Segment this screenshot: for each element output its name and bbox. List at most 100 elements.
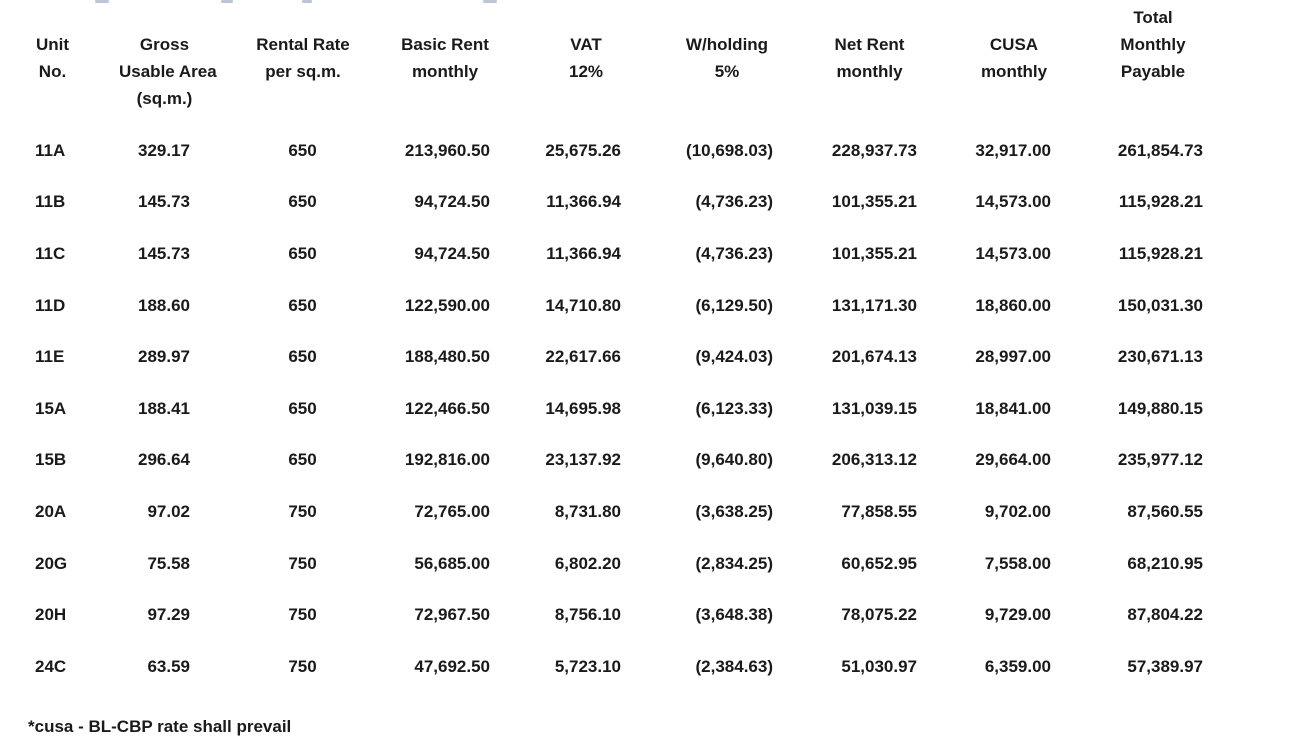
vat-cell: 8,731.80 [554,501,621,521]
header-lines: Gross Usable Area (sq.m.) [119,4,217,112]
gross-usable-area-cell: 188.41 [138,398,190,418]
clipped-text-remnant [221,0,233,3]
withholding-cell: (2,834.25) [695,553,774,573]
vat-cell: 14,695.98 [545,398,621,418]
net-rent-cell: 206,313.12 [831,450,917,470]
vat-cell: 8,756.10 [554,605,621,625]
header-row: Unit No. Gross Usable Area (sq.m.) Renta… [30,0,1207,125]
withholding-cell: (3,648.38) [695,605,774,625]
rental-rate-cell: 750 [288,501,317,521]
withholding-cell: (4,736.23) [695,243,774,263]
unit-no-cell: 11B [35,192,66,212]
withholding-cell: (9,640.80) [695,450,774,470]
unit-no-cell: 20A [35,501,67,521]
rental-rate-cell: 650 [288,398,317,418]
unit-no-cell: 15A [35,398,67,418]
rental-rate-cell: 650 [288,243,317,263]
basic-rent-cell: 72,765.00 [414,501,490,521]
cusa-cell: 14,573.00 [975,243,1051,263]
clipped-text-remnant [95,0,109,3]
vat-cell: 5,723.10 [554,656,621,676]
unit-no-cell: 11E [35,347,65,367]
header-lines: CUSA monthly [971,4,1057,85]
header-line: 5% [714,62,740,81]
vat-cell: 11,366.94 [546,192,621,212]
table-row: 20A 97.02 750 72,765.00 8,731.80 (3,638.25) 77… [30,486,1207,538]
net-rent-cell: 101,355.21 [831,192,917,212]
cusa-cell: 9,702.00 [984,501,1051,521]
table-header: Unit No. Gross Usable Area (sq.m.) Renta… [30,0,1207,125]
total-monthly-cell: 149,880.15 [1117,398,1203,418]
total-monthly-cell: 150,031.30 [1117,295,1203,315]
table-row: 20H 97.29 750 72,967.50 8,756.10 (3,648.38) 78… [30,589,1207,641]
col-header-withholding: W/holding 5% [630,0,780,125]
header-line: per sq.m. [265,62,341,81]
withholding-cell: (6,129.50) [695,295,774,315]
gross-usable-area-cell: 97.02 [147,501,190,521]
table-row: 15A 188.41 650 122,466.50 14,695.98 (6,123.33… [30,383,1207,435]
table-row: 20G 75.58 750 56,685.00 6,802.20 (2,834.25) 60… [30,538,1207,590]
col-header-net-rent: Net Rent monthly [780,0,925,125]
net-rent-cell: 60,652.95 [841,553,917,573]
header-line: W/holding [685,35,769,54]
unit-no-cell: 20G [35,553,68,573]
gross-usable-area-cell: 145.73 [138,243,190,263]
rental-rate-cell: 650 [288,140,317,160]
header-line: Basic Rent [401,35,489,54]
net-rent-cell: 131,039.15 [831,398,917,418]
table-body: 11A 329.17 650 213,960.50 25,675.26 (10,698.0… [30,125,1207,693]
total-monthly-cell: 87,560.55 [1127,501,1203,521]
header-line: 12% [568,62,604,81]
total-monthly-cell: 87,804.22 [1127,605,1203,625]
header-line: VAT [570,35,602,54]
cusa-cell: 29,664.00 [975,450,1051,470]
rental-rate-cell: 750 [288,553,317,573]
unit-no-cell: 11C [35,243,66,263]
cusa-cell: 28,997.00 [975,347,1051,367]
cusa-cell: 14,573.00 [975,192,1051,212]
net-rent-cell: 51,030.97 [841,656,917,676]
vat-cell: 14,710.80 [545,295,621,315]
basic-rent-cell: 122,466.50 [404,398,490,418]
col-header-total-monthly: Total Monthly Payable [1057,0,1207,125]
unit-no-cell: 11A [35,140,66,160]
basic-rent-cell: 192,816.00 [404,450,490,470]
header-line: Rental Rate [256,35,350,54]
header-line: Total [1133,8,1173,27]
withholding-cell: (4,736.23) [695,192,774,212]
basic-rent-cell: 213,960.50 [404,140,490,160]
col-header-basic-rent: Basic Rent monthly [360,0,500,125]
withholding-cell: (2,384.63) [695,656,774,676]
clipped-text-remnant [302,0,312,3]
withholding-cell: (9,424.03) [695,347,774,367]
unit-no-cell: 24C [35,656,67,676]
total-monthly-cell: 261,854.73 [1117,140,1203,160]
basic-rent-cell: 47,692.50 [414,656,490,676]
vat-cell: 6,802.20 [554,553,621,573]
net-rent-cell: 201,674.13 [831,347,917,367]
table-row: 11D 188.60 650 122,590.00 14,710.80 (6,129.50… [30,280,1207,332]
header-lines: Rental Rate per sq.m. [246,4,360,85]
header-line: No. [38,62,67,81]
gross-usable-area-cell: 145.73 [138,192,190,212]
cusa-cell: 32,917.00 [975,140,1051,160]
withholding-cell: (10,698.03) [686,140,773,160]
gross-usable-area-cell: 188.60 [138,295,190,315]
header-lines: Basic Rent monthly [390,4,500,85]
header-line: Net Rent [834,35,905,54]
cusa-cell: 18,860.00 [975,295,1051,315]
header-lines: W/holding 5% [674,4,780,85]
header-line: monthly [411,62,479,81]
total-monthly-cell: 230,671.13 [1117,347,1203,367]
basic-rent-cell: 94,724.50 [414,243,490,263]
col-header-rental-rate: Rental Rate per sq.m. [210,0,360,125]
net-rent-cell: 131,171.30 [831,295,917,315]
gross-usable-area-cell: 97.29 [147,605,190,625]
header-line: Monthly [1120,35,1186,54]
net-rent-cell: 78,075.22 [841,605,917,625]
table-row: 11B 145.73 650 94,724.50 11,366.94 (4,736.23)… [30,177,1207,229]
header-lines: Total Monthly Payable [1099,4,1207,85]
rental-rate-cell: 750 [288,605,317,625]
vat-cell: 23,137.92 [545,450,621,470]
unit-no-cell: 15B [35,450,67,470]
